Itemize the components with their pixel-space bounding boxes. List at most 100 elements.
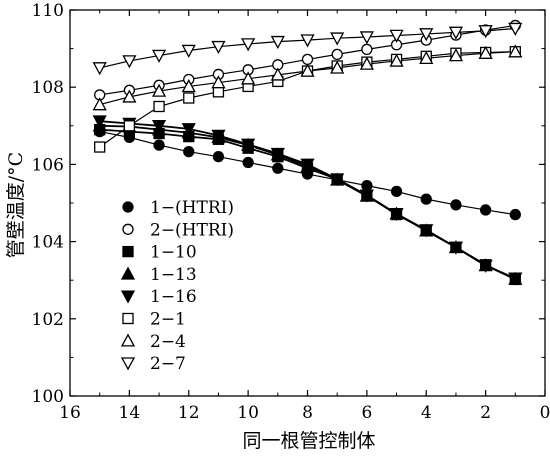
data-point-series-8 [478, 25, 493, 39]
data-point-series-1 [390, 185, 403, 198]
data-point-series-7 [330, 60, 345, 74]
legend-marker-1 [122, 201, 134, 213]
data-point-series-5 [508, 272, 523, 286]
data-point-series-1 [509, 208, 521, 221]
y-tick-label: 100 [32, 387, 64, 407]
data-point-series-1 [183, 146, 195, 158]
data-point-series-1 [153, 139, 165, 151]
data-point-series-8 [270, 35, 285, 50]
legend-label-2: 2−(HTRI) [150, 220, 234, 240]
data-point-series-2 [361, 43, 373, 56]
data-point-series-5 [151, 120, 167, 134]
legend-marker-4 [120, 266, 136, 280]
data-point-series-8 [508, 22, 523, 36]
data-point-series-8 [419, 28, 434, 42]
x-tick-label: 6 [361, 403, 372, 423]
data-point-series-8 [241, 38, 256, 52]
y-tick-label: 102 [32, 310, 64, 330]
data-point-series-7 [181, 79, 196, 93]
legend-label-1: 1−(HTRI) [150, 198, 234, 218]
legend-label-7: 2−4 [150, 332, 186, 352]
data-point-series-5 [92, 115, 107, 129]
data-point-series-7 [211, 75, 226, 89]
legend-marker-7 [120, 333, 136, 347]
x-tick-label: 16 [59, 403, 81, 423]
data-point-series-1 [479, 204, 492, 216]
legend-marker-3 [122, 245, 134, 258]
data-point-series-6 [153, 100, 165, 113]
data-point-series-8 [300, 34, 315, 48]
data-point-series-5 [448, 241, 464, 255]
legend-label-3: 1−10 [150, 243, 197, 263]
data-point-series-8 [330, 32, 345, 46]
data-point-series-7 [270, 67, 285, 81]
data-point-series-2 [301, 53, 314, 66]
data-point-series-8 [211, 40, 226, 55]
data-point-series-1 [212, 151, 225, 163]
data-point-series-5 [389, 208, 404, 222]
data-point-series-7 [92, 97, 107, 111]
data-point-series-7 [300, 63, 315, 77]
x-tick-label: 4 [421, 403, 432, 423]
data-point-series-7 [478, 45, 493, 59]
legend-label-6: 2−1 [150, 310, 186, 330]
x-tick-label: 10 [237, 403, 259, 423]
x-tick-label: 14 [119, 403, 141, 423]
data-point-series-8 [448, 26, 464, 40]
data-point-series-7 [359, 56, 374, 70]
data-point-series-7 [122, 89, 137, 103]
data-point-series-8 [151, 49, 167, 63]
legend: 1−(HTRI)2−(HTRI) 1−101−131−16 2−12−42−7 [120, 198, 234, 374]
data-point-series-5 [211, 129, 226, 143]
data-point-series-5 [419, 224, 434, 238]
x-tick-label: 12 [178, 403, 200, 423]
series-markers [92, 19, 523, 286]
data-point-series-1 [420, 193, 432, 205]
data-point-series-6 [94, 141, 106, 153]
data-point-series-5 [478, 259, 493, 273]
data-point-series-8 [122, 55, 137, 69]
x-axis-title: 同一根管控制体 [242, 430, 375, 452]
legend-label-4: 1−13 [150, 265, 197, 285]
legend-marker-5 [120, 290, 136, 304]
data-point-series-7 [508, 44, 523, 58]
data-point-series-8 [181, 44, 196, 58]
y-tick-label: 108 [32, 78, 64, 98]
data-point-series-1 [450, 199, 462, 211]
legend-label-8: 2−7 [150, 354, 186, 374]
data-point-series-5 [330, 173, 345, 187]
legend-marker-8 [120, 357, 136, 371]
data-point-series-8 [389, 29, 404, 43]
data-point-series-7 [151, 83, 167, 97]
data-point-series-7 [389, 53, 404, 67]
data-point-series-7 [241, 71, 256, 85]
data-point-series-6 [123, 120, 136, 132]
data-point-series-7 [419, 50, 434, 64]
data-point-series-5 [300, 158, 315, 172]
data-point-series-6 [183, 92, 195, 104]
legend-label-5: 1−16 [150, 287, 197, 307]
data-point-series-8 [359, 31, 374, 45]
x-tick-label: 0 [540, 403, 550, 423]
data-point-series-5 [181, 123, 196, 137]
data-point-series-5 [241, 138, 256, 152]
legend-marker-2 [122, 223, 134, 235]
y-tick-label: 104 [32, 233, 64, 253]
legend-marker-6 [122, 312, 134, 325]
data-point-series-7 [448, 48, 464, 62]
data-point-series-2 [331, 48, 343, 61]
x-tick-label: 8 [302, 403, 313, 423]
y-tick-label: 106 [32, 155, 64, 175]
data-point-series-1 [242, 156, 254, 169]
data-point-series-8 [92, 62, 107, 76]
data-point-series-5 [270, 147, 285, 161]
data-point-series-5 [359, 189, 374, 203]
y-tick-label: 110 [32, 1, 64, 21]
data-point-series-1 [272, 162, 284, 174]
x-tick-label: 2 [480, 403, 491, 423]
y-axis-title: 管壁温度/°C [5, 152, 27, 258]
data-point-series-6 [212, 86, 225, 98]
